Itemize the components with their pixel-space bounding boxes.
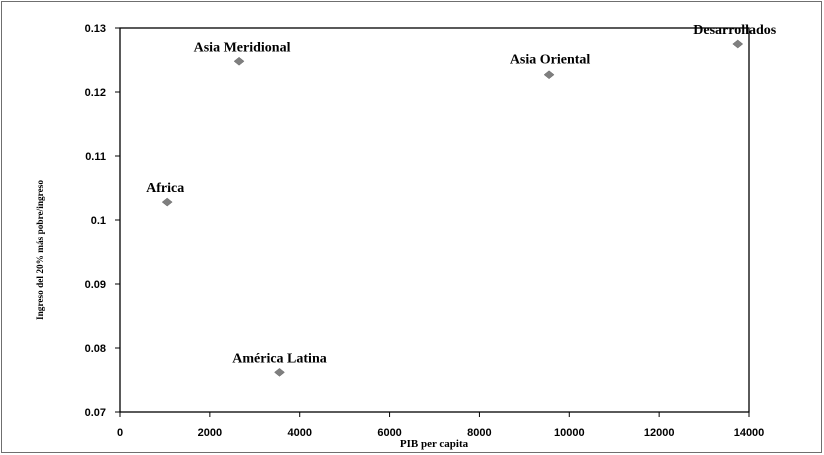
x-axis-title: PIB per capita bbox=[400, 438, 469, 450]
x-tick-label: 12000 bbox=[644, 427, 675, 439]
scatter-point bbox=[732, 39, 744, 49]
y-tick-label: 0.1 bbox=[91, 215, 106, 227]
scatter-point bbox=[543, 70, 555, 80]
y-tick-label: 0.08 bbox=[85, 343, 106, 355]
x-axis-ticks: 0 2000 4000 6000 8000 10000 12000 14000 bbox=[117, 412, 764, 439]
x-tick-label: 2000 bbox=[198, 427, 222, 439]
point-label: Asia Oriental bbox=[510, 53, 591, 68]
y-tick-label: 0.07 bbox=[85, 407, 106, 419]
data-points: Africa Asia Meridional América Latina Asia … bbox=[146, 23, 777, 377]
y-tick-label: 0.11 bbox=[85, 151, 106, 163]
scatter-point bbox=[274, 367, 285, 377]
point-label: América Latina bbox=[232, 351, 326, 366]
y-axis-title: Ingreso del 20% más pobre/ingreso bbox=[35, 179, 45, 320]
x-tick-label: 6000 bbox=[377, 427, 401, 439]
y-tick-label: 0.12 bbox=[85, 87, 106, 99]
y-tick-label: 0.09 bbox=[85, 279, 106, 291]
point-label: Asia Meridional bbox=[194, 40, 291, 55]
y-tick-label: 0.13 bbox=[85, 23, 106, 35]
point-label: Desarrollados bbox=[693, 23, 777, 38]
x-tick-label: 0 bbox=[117, 427, 123, 439]
x-tick-label: 14000 bbox=[734, 427, 765, 439]
x-tick-label: 10000 bbox=[554, 427, 585, 439]
scatter-point bbox=[161, 197, 173, 207]
plot-area bbox=[119, 27, 750, 413]
y-axis-ticks: 0.07 0.08 0.09 0.1 0.11 0.12 0.13 bbox=[85, 23, 120, 419]
point-label: Africa bbox=[146, 181, 184, 196]
x-tick-label: 4000 bbox=[287, 427, 311, 439]
x-tick-label: 8000 bbox=[467, 427, 491, 439]
scatter-point bbox=[233, 56, 245, 66]
